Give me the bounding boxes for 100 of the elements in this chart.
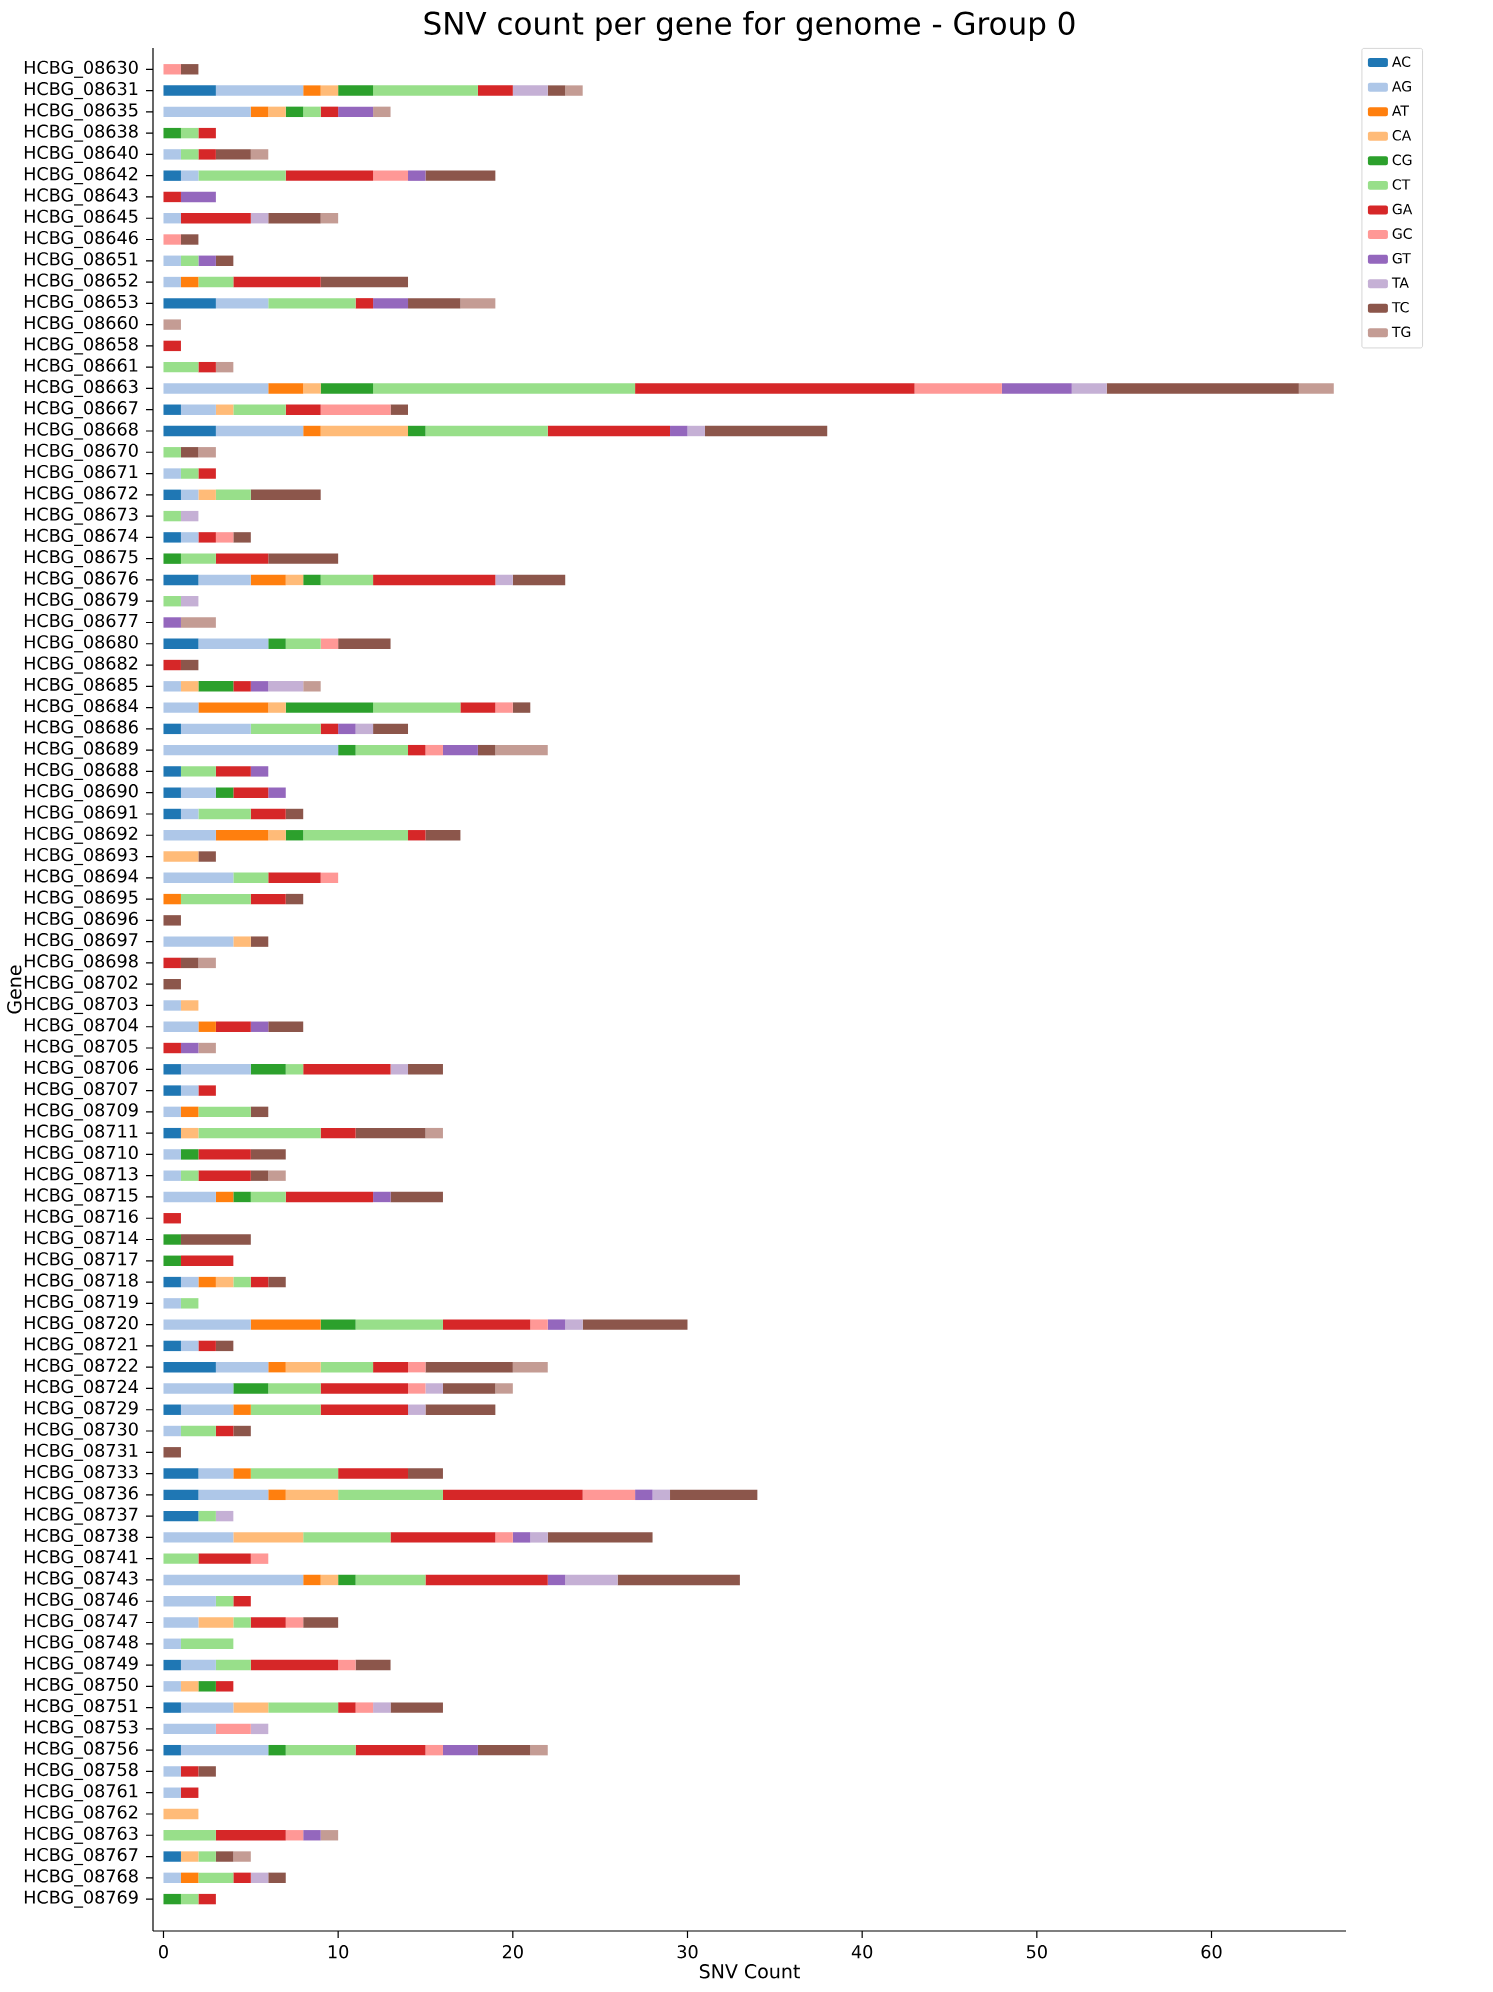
- bar: [233, 1872, 251, 1884]
- bar: [180, 1085, 199, 1096]
- y-tick-label: HCBG_08638: [24, 124, 138, 142]
- bar: [408, 298, 461, 309]
- bar: [303, 1830, 321, 1841]
- bar: [180, 447, 199, 458]
- y-tick-label: HCBG_08688: [24, 762, 138, 781]
- bar: [530, 1532, 548, 1543]
- bar: [268, 298, 356, 309]
- bar: [163, 1361, 216, 1373]
- y-tick-label: HCBG_08682: [24, 656, 138, 674]
- bar: [338, 1702, 356, 1713]
- bar: [512, 574, 566, 586]
- bar: [565, 85, 583, 96]
- x-tick-label: 60: [1201, 1945, 1222, 1959]
- legend-label: TG: [1391, 326, 1411, 338]
- bar: [180, 1744, 269, 1756]
- bar: [180, 1638, 234, 1649]
- bar: [180, 1234, 251, 1245]
- bar: [373, 574, 496, 586]
- y-tick-label: HCBG_08685: [24, 677, 138, 695]
- bar: [250, 766, 269, 777]
- y-tick-label: HCBG_08719: [24, 1294, 138, 1312]
- y-tick-label: HCBG_08652: [24, 273, 138, 291]
- bar: [163, 361, 199, 373]
- bar: [408, 1383, 426, 1394]
- bar: [512, 85, 548, 96]
- x-axis-title: SNV Count: [699, 1964, 800, 1979]
- y-tick-label: HCBG_08670: [24, 443, 138, 461]
- bar: [268, 1361, 286, 1373]
- bar: [355, 1319, 443, 1330]
- y-tick-label: HCBG_08640: [24, 145, 138, 163]
- bar: [285, 574, 304, 586]
- bar: [268, 787, 286, 798]
- bar: [425, 830, 461, 841]
- bar: [373, 383, 636, 394]
- bar: [180, 64, 199, 75]
- bar: [320, 1574, 339, 1586]
- x-tick-label: 20: [502, 1945, 523, 1959]
- bar: [373, 1702, 391, 1713]
- bar: [163, 659, 181, 671]
- bar: [512, 1532, 531, 1543]
- y-tick-label: HCBG_08705: [24, 1039, 138, 1057]
- bar: [268, 1744, 286, 1756]
- bar: [163, 1830, 216, 1841]
- bar: [285, 1489, 339, 1501]
- y-tick-label: HCBG_08675: [24, 550, 138, 568]
- bar: [338, 1489, 443, 1501]
- bar: [163, 596, 181, 607]
- bar: [163, 1340, 181, 1352]
- bar: [163, 532, 181, 543]
- bar: [163, 872, 234, 884]
- y-tick-label: HCBG_08677: [24, 613, 138, 632]
- bar: [617, 1574, 740, 1586]
- bar: [320, 276, 409, 288]
- y-tick-label: HCBG_08686: [24, 720, 138, 738]
- bar: [373, 106, 391, 118]
- bar: [320, 638, 339, 649]
- y-tick-label: HCBG_08691: [24, 805, 138, 823]
- bar: [180, 1425, 216, 1437]
- bar: [163, 1298, 181, 1309]
- bar: [268, 702, 286, 713]
- bar: [180, 1340, 199, 1352]
- bar: [163, 489, 181, 501]
- bar: [198, 276, 234, 288]
- bar: [425, 1404, 496, 1415]
- bar: [163, 1319, 251, 1330]
- bar: [233, 1191, 251, 1203]
- bar: [547, 1532, 653, 1543]
- bar: [477, 85, 513, 96]
- bar: [163, 1723, 216, 1735]
- bar: [163, 64, 181, 75]
- bar: [163, 1170, 181, 1181]
- y-tick-label: HCBG_08767: [24, 1847, 138, 1866]
- bar: [425, 170, 496, 181]
- bar: [163, 830, 216, 841]
- bar: [163, 255, 181, 266]
- bar: [233, 276, 321, 288]
- bar: [198, 255, 216, 266]
- bar: [250, 1553, 269, 1564]
- bar: [215, 830, 269, 841]
- x-tick-label: 50: [1026, 1945, 1047, 1959]
- bar: [215, 1596, 234, 1607]
- bar: [163, 1149, 181, 1160]
- bar: [285, 1830, 304, 1841]
- y-tick-label: HCBG_08711: [24, 1124, 138, 1142]
- y-tick-label: HCBG_08717: [24, 1252, 138, 1270]
- bar: [233, 1276, 251, 1288]
- bar: [704, 425, 828, 437]
- bar: [320, 1361, 374, 1373]
- bar: [163, 787, 181, 798]
- bar: [285, 808, 304, 820]
- bar: [180, 1681, 199, 1692]
- bar: [163, 1638, 181, 1649]
- bar: [180, 213, 251, 224]
- bar: [163, 319, 181, 330]
- bar: [215, 298, 269, 309]
- bar: [180, 1042, 199, 1054]
- bar: [233, 1532, 304, 1543]
- bar: [163, 468, 181, 479]
